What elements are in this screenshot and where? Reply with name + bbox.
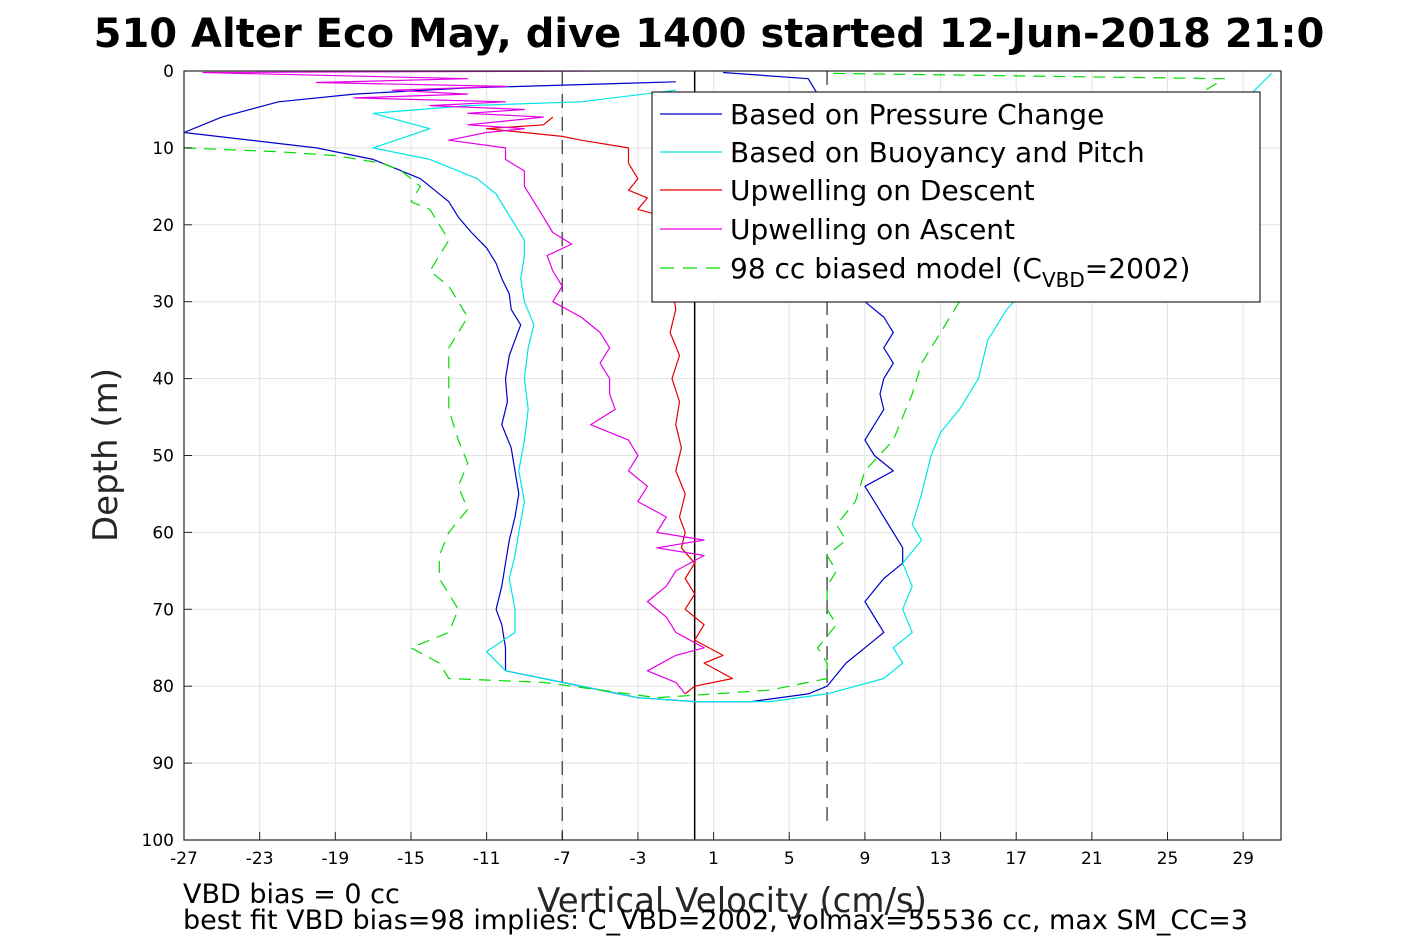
x-tick-label: -3 — [629, 849, 646, 869]
bias-note: VBD bias = 0 cc — [183, 879, 400, 910]
y-tick-label: 20 — [152, 216, 174, 236]
series-line-biased-model — [184, 72, 1225, 699]
x-tick-labels: -27 -23 -19 -15 -11 -7 -3 1 5 9 13 17 21 25 29 — [170, 832, 1254, 869]
x-tick-label: -19 — [321, 849, 349, 869]
legend: Based on Pressure Change Based on Buoyan… — [651, 91, 1261, 303]
legend-label-biased-model-suffix: =2002) — [1085, 252, 1191, 285]
y-tick-label: 80 — [152, 677, 174, 697]
legend-item-buoyancy-pitch: Based on Buoyancy and Pitch — [660, 136, 1145, 169]
y-axis-label: Depth (m) — [86, 368, 126, 542]
y-tick-label: 90 — [152, 754, 174, 774]
y-tick-label: 100 — [142, 831, 174, 851]
legend-label-biased-model-sub: VBD — [1042, 268, 1085, 292]
x-tick-label: 17 — [1005, 849, 1027, 869]
legend-label-upwelling-descent: Upwelling on Descent — [730, 174, 1035, 207]
x-tick-label: 29 — [1232, 849, 1254, 869]
legend-item-upwelling-descent: Upwelling on Descent — [660, 174, 1035, 207]
x-tick-label: 9 — [859, 849, 870, 869]
y-tick-label: 50 — [152, 447, 174, 467]
series-lines — [184, 71, 1272, 703]
legend-label-biased-model: 98 cc biased model (CVBD=2002) — [730, 252, 1190, 292]
y-tick-label: 40 — [152, 370, 174, 390]
legend-label-biased-model-main: 98 cc biased model (C — [730, 252, 1042, 285]
x-tick-label: -7 — [554, 849, 571, 869]
x-tick-label: 25 — [1157, 849, 1179, 869]
x-tick-label: 21 — [1081, 849, 1103, 869]
legend-item-upwelling-ascent: Upwelling on Ascent — [660, 213, 1015, 246]
x-tick-label: 1 — [708, 849, 719, 869]
legend-label-upwelling-ascent: Upwelling on Ascent — [730, 213, 1015, 246]
x-tick-label: -11 — [473, 849, 501, 869]
y-tick-label: 0 — [163, 62, 174, 82]
x-axis-label: Vertical Velocity (cm/s) — [537, 881, 927, 921]
legend-item-pressure-change: Based on Pressure Change — [660, 98, 1104, 131]
x-tick-label: 13 — [930, 849, 952, 869]
chart-title: 510 Alter Eco May, dive 1400 started 12-… — [94, 11, 1325, 57]
x-tick-label: -15 — [397, 849, 425, 869]
best-fit-note: best fit VBD bias=98 implies: C_VBD=2002… — [183, 905, 1248, 936]
legend-box — [651, 91, 1261, 303]
series-line-upwelling-descent — [486, 116, 734, 695]
y-tick-label: 30 — [152, 293, 174, 313]
legend-label-pressure-change: Based on Pressure Change — [730, 98, 1104, 131]
series-line-upwelling-ascent — [202, 71, 705, 695]
legend-item-biased-model: 98 cc biased model (CVBD=2002) — [660, 252, 1190, 292]
x-tick-label: -27 — [170, 849, 198, 869]
x-tick-label: 5 — [784, 849, 795, 869]
x-tick-label: -23 — [246, 849, 274, 869]
series-line-buoyancy-pitch — [372, 72, 1272, 703]
y-tick-label: 60 — [152, 523, 174, 543]
legend-label-buoyancy-pitch: Based on Buoyancy and Pitch — [730, 136, 1145, 169]
y-tick-labels: 0 10 20 30 40 50 60 70 80 90 100 — [142, 62, 192, 851]
y-tick-label: 70 — [152, 600, 174, 620]
y-tick-label: 10 — [152, 139, 174, 159]
